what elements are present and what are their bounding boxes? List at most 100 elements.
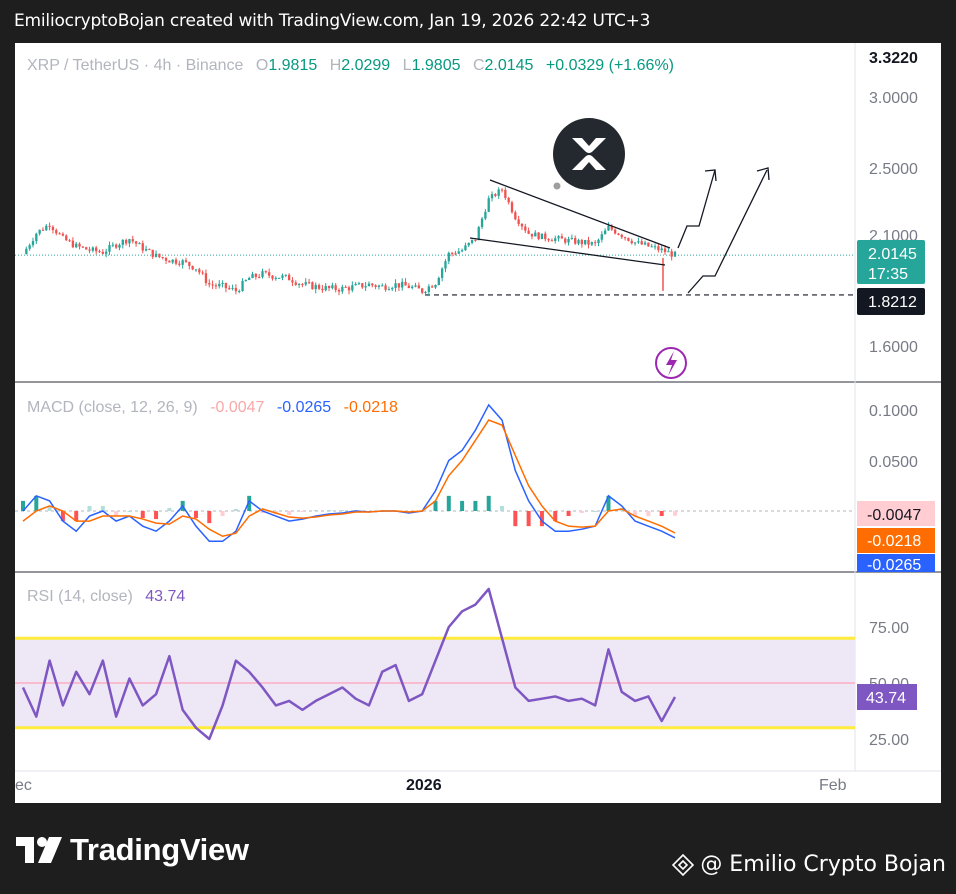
rsi-axis-tick: 75.00 [869, 620, 909, 637]
candle [361, 283, 364, 288]
chart-frame: XRP / TetherUS · 4h · Binance O1.9815 H2… [15, 43, 941, 803]
macd-histogram-bar [154, 511, 159, 520]
candle [188, 261, 191, 266]
legend-change: +0.0329 (+1.66%) [546, 57, 674, 74]
candle [48, 225, 51, 227]
chart-canvas[interactable]: XRP / TetherUS · 4h · Binance O1.9815 H2… [15, 43, 941, 803]
tradingview-brand: TradingView [70, 832, 249, 867]
macd-histogram-bar [47, 505, 52, 511]
macd-histogram-bar [593, 511, 598, 512]
candle [593, 242, 597, 244]
legend-h-label: H [330, 57, 342, 74]
candle [427, 286, 431, 293]
xrp-logo-icon [551, 118, 627, 192]
macd-histogram-bar [526, 511, 531, 527]
price-axis-top-label: 3.3220 [869, 50, 918, 67]
macd-hist-tag [857, 501, 935, 526]
candle [264, 271, 268, 273]
time-axis-label: 2026 [406, 777, 442, 794]
candle [221, 282, 224, 284]
candle [650, 246, 653, 248]
candle [547, 239, 550, 241]
projection-arrow-path [677, 169, 716, 249]
candle [620, 234, 623, 238]
legend-close: 2.0145 [485, 57, 534, 74]
candle [68, 240, 71, 242]
macd-histogram-bar [433, 500, 438, 511]
candle [204, 273, 208, 284]
candle [301, 284, 304, 286]
candle [663, 248, 667, 253]
candle [144, 249, 148, 251]
macd-histogram-bar [633, 511, 638, 517]
candle [248, 278, 251, 281]
candle [647, 242, 650, 247]
candle [580, 240, 584, 245]
candle [238, 291, 241, 293]
candle [397, 283, 401, 288]
macd-histogram-bar [659, 511, 664, 517]
macd-histogram-bar [566, 511, 571, 517]
candle [504, 189, 507, 198]
candle [440, 268, 444, 278]
candle [477, 227, 480, 241]
candle [41, 229, 45, 231]
price-pane[interactable] [15, 167, 855, 297]
macd-signal-tag [857, 528, 935, 553]
candle [404, 281, 407, 286]
candle [198, 269, 201, 273]
macd-histogram-bar [340, 509, 345, 511]
candle [474, 239, 477, 241]
candle [101, 251, 105, 254]
candle [457, 251, 460, 254]
candle [151, 249, 154, 257]
rsi-pane[interactable] [15, 587, 855, 741]
candle [567, 238, 570, 243]
rsi-axis-tick: 25.00 [869, 732, 909, 749]
candle [274, 277, 277, 279]
candle [414, 285, 417, 287]
candle [231, 287, 234, 289]
candle [544, 233, 547, 240]
macd-histogram-bar [553, 511, 558, 522]
candle [537, 232, 540, 240]
rsi-title: RSI (14, close) [27, 588, 133, 605]
candle [291, 280, 294, 283]
candle [487, 198, 490, 212]
candle [211, 284, 214, 286]
candle [530, 233, 534, 237]
macd-histogram-bar [207, 511, 212, 524]
macd-histogram-bar [460, 500, 465, 511]
candle [25, 248, 28, 255]
macd-line-tag [857, 554, 935, 572]
candle [660, 248, 663, 251]
candle [111, 244, 114, 246]
macd-histogram-bar [486, 495, 491, 511]
candle [297, 284, 301, 286]
candle [31, 241, 35, 246]
macd-hist-value: -0.0047 [210, 399, 264, 416]
svg-text:RSI (14, close) 43.74: RSI (14, close) 43.74 [27, 588, 185, 605]
candle [480, 218, 484, 228]
wedge-lower-trendline [469, 237, 666, 266]
chart-header: EmiliocryptoBojan created with TradingVi… [14, 11, 651, 31]
candle [317, 284, 321, 289]
lightning-icon[interactable] [655, 347, 687, 379]
legend-c-label: C [473, 57, 485, 74]
candle [643, 242, 647, 245]
candle [114, 244, 118, 248]
candle [411, 286, 414, 289]
macd-histogram-bar [446, 495, 451, 511]
candle [287, 274, 291, 281]
projection-arrowhead [756, 167, 770, 181]
candle [494, 194, 497, 196]
candle [421, 288, 424, 293]
candle [450, 252, 454, 254]
candle [347, 287, 351, 291]
candle [434, 285, 437, 288]
candle [194, 269, 198, 271]
projection-arrowhead [704, 169, 717, 182]
candle [401, 281, 404, 288]
tradingview-logo[interactable]: TradingView [16, 832, 249, 868]
macd-pane[interactable] [15, 403, 855, 543]
